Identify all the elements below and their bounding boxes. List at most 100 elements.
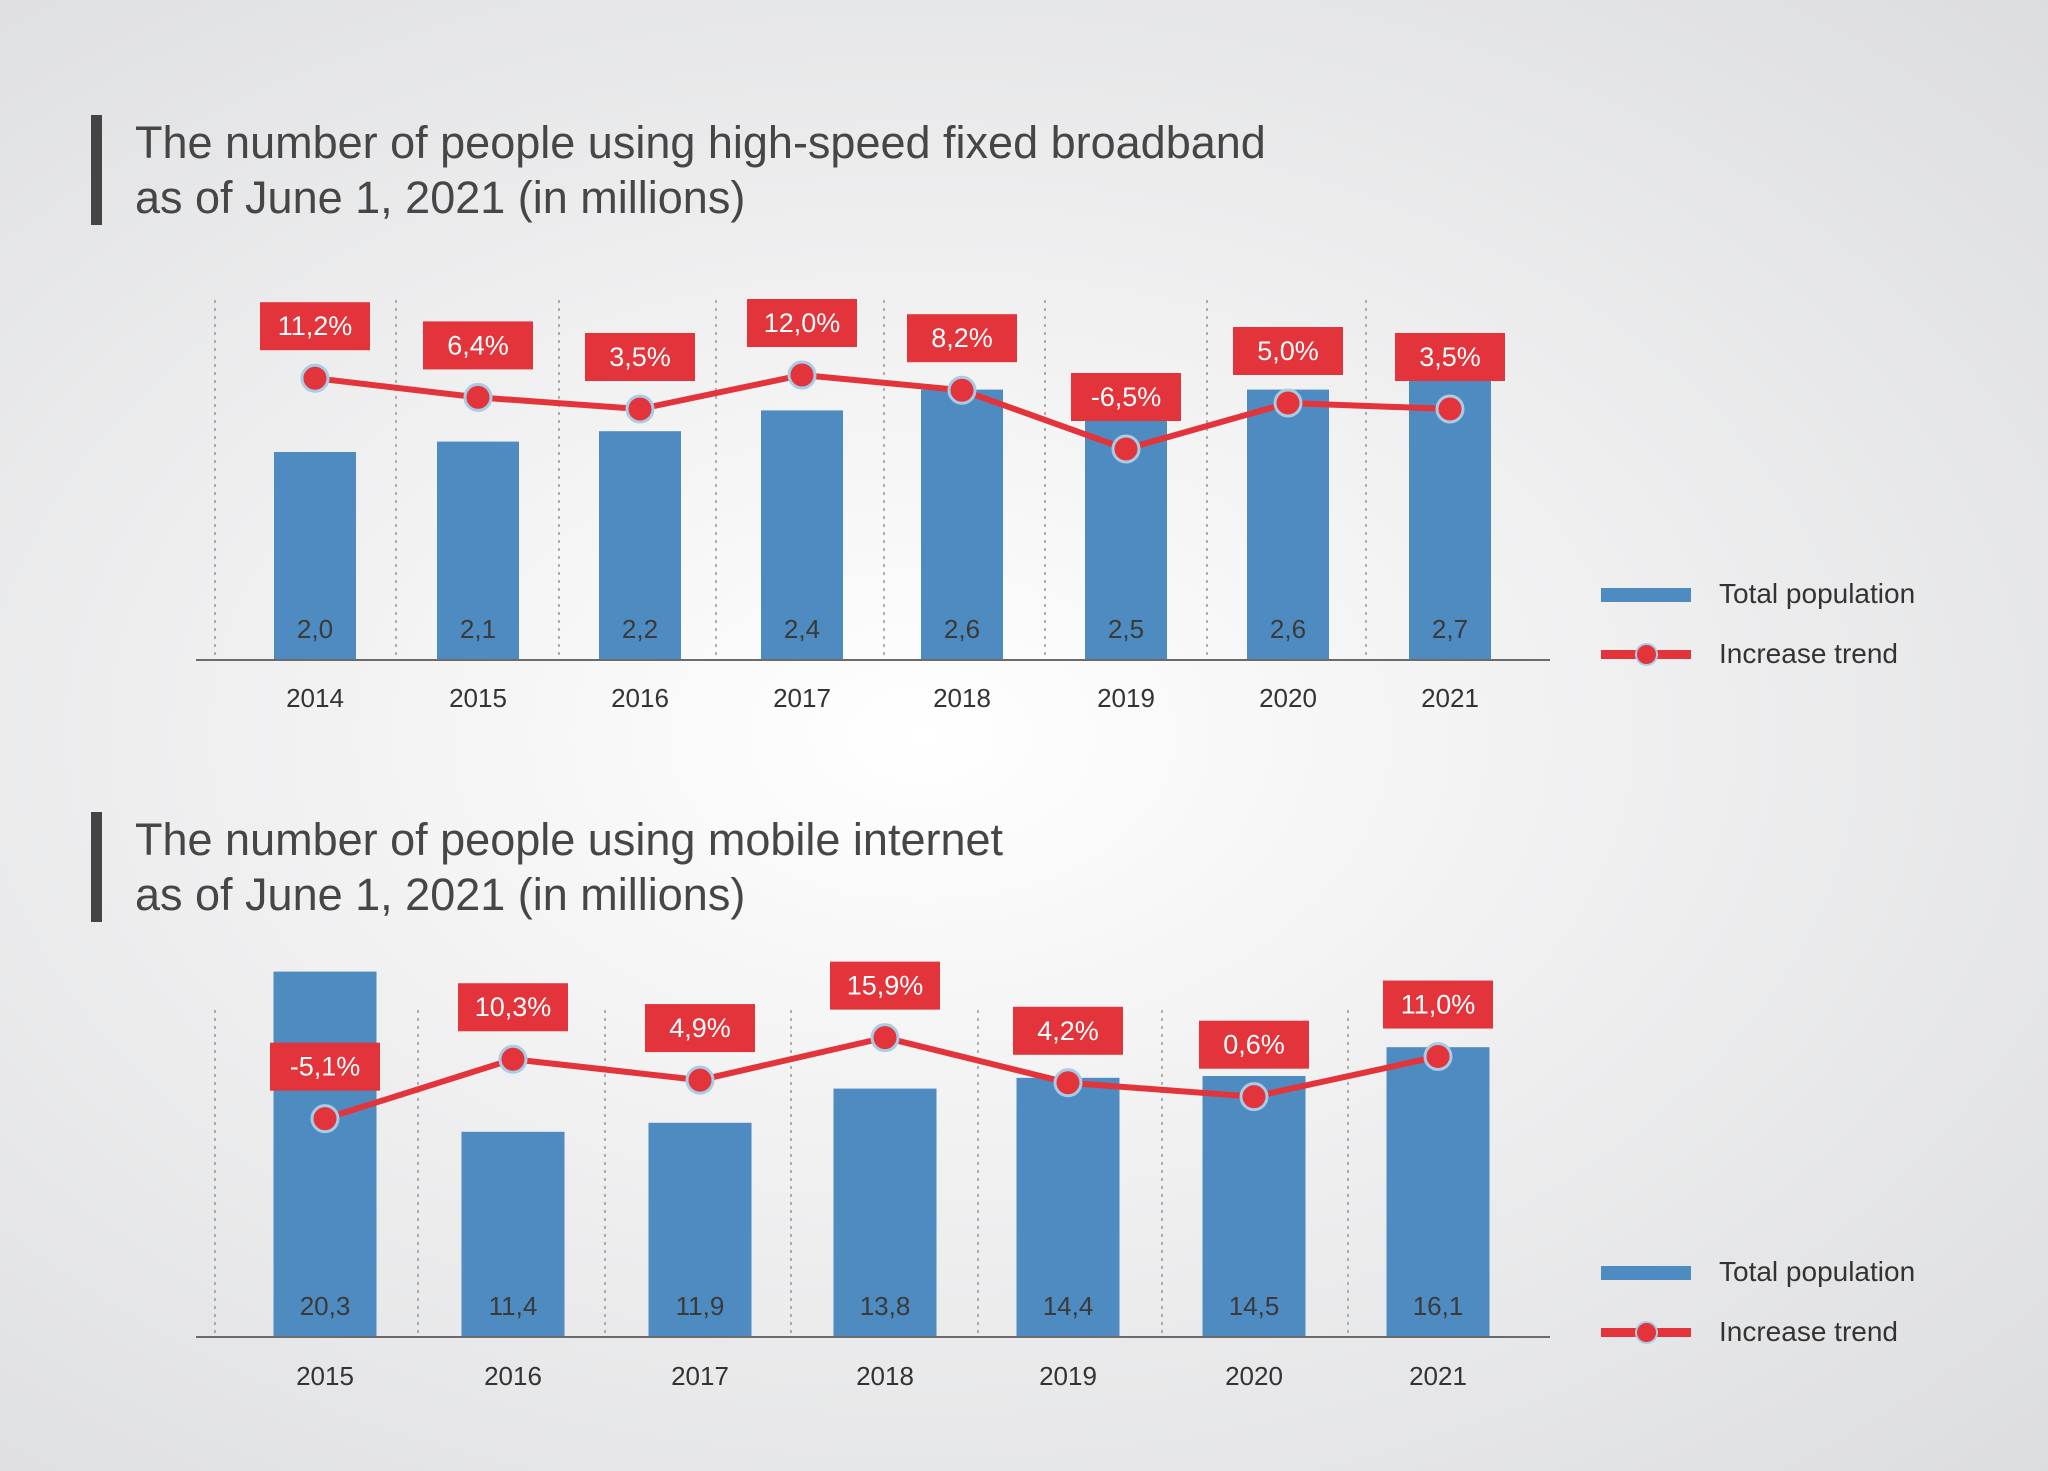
trend-label-box [830, 961, 940, 1010]
x-tick-label: 2018 [933, 683, 991, 713]
trend-label-box [270, 1042, 380, 1091]
trend-value-label: 3,5% [609, 342, 671, 372]
trend-label-box [458, 983, 568, 1032]
trend-marker-2016 [498, 1044, 528, 1074]
x-tick-label: 2021 [1409, 1361, 1467, 1391]
x-tick-label: 2017 [773, 683, 831, 713]
trend-marker-2015 [463, 382, 493, 412]
bar-value-label: 13,8 [860, 1291, 911, 1321]
bar-2018 [833, 1088, 937, 1337]
legend-item-total-population: Total population [1601, 574, 2021, 614]
bar-2021 [1409, 379, 1491, 660]
x-tick-label: 2015 [449, 683, 507, 713]
trend-value-label: 11,2% [278, 311, 353, 341]
bar-2020 [1202, 1076, 1306, 1337]
trend-value-label: 4,9% [669, 1013, 731, 1043]
bar-2017 [761, 410, 843, 660]
trend-value-label: 8,2% [931, 323, 993, 353]
chart1-title-line1: The number of people using high-speed fi… [135, 117, 1266, 168]
trend-marker-2017 [685, 1065, 715, 1095]
trend-value-label: -5,1% [290, 1052, 361, 1082]
bar-value-label: 2,5 [1108, 614, 1144, 644]
x-tick-label: 2019 [1039, 1361, 1097, 1391]
legend-label: Increase trend [1719, 1316, 1898, 1347]
bar-2015 [273, 971, 377, 1337]
trend-marker-2016 [625, 394, 655, 424]
trend-value-label: 15,9% [847, 971, 924, 1001]
marker-swatch [1635, 1321, 1658, 1344]
chart2-title-line1: The number of people using mobile intern… [135, 814, 1004, 865]
x-tick-label: 2020 [1259, 683, 1317, 713]
bar-value-label: 2,2 [622, 614, 658, 644]
trend-marker-2021 [1435, 394, 1465, 424]
legend-item-total-population: Total population [1601, 1252, 2021, 1292]
legend-item-increase-trend: Increase trend [1601, 634, 2021, 674]
legend-item-increase-trend: Increase trend [1601, 1312, 2021, 1352]
x-tick-label: 2019 [1097, 683, 1155, 713]
marker-swatch [1635, 643, 1658, 666]
legend-label: Total population [1719, 578, 1916, 609]
legend-label: Increase trend [1719, 638, 1898, 669]
x-tick-label: 2016 [484, 1361, 542, 1391]
trend-marker-2019 [1053, 1068, 1083, 1098]
trend-value-label: 4,2% [1037, 1016, 1099, 1046]
trend-label-box [747, 299, 857, 347]
trend-label-box [1199, 1020, 1309, 1069]
bar-value-label: 16,1 [1413, 1291, 1464, 1321]
trend-marker-2020 [1273, 388, 1303, 418]
trend-marker-2019 [1111, 434, 1141, 464]
bar-2015 [437, 441, 519, 660]
trend-marker-2020 [1239, 1082, 1269, 1112]
trend-label-box [1233, 327, 1343, 375]
chart1-title-line2: as of June 1, 2021 (in millions) [135, 172, 746, 223]
bar-2014 [274, 452, 356, 660]
trend-value-label: 12,0% [764, 308, 841, 338]
trend-label-box [585, 333, 695, 381]
bar-value-label: 2,1 [460, 614, 496, 644]
trend-value-label: 0,6% [1223, 1030, 1285, 1060]
trend-value-label: -6,5% [1091, 382, 1162, 412]
trend-value-label: 5,0% [1257, 336, 1319, 366]
bar-value-label: 2,0 [297, 614, 333, 644]
trend-label-box [907, 314, 1017, 363]
x-tick-label: 2016 [611, 683, 669, 713]
trend-marker-2015 [310, 1104, 340, 1134]
x-tick-label: 2021 [1421, 683, 1479, 713]
trend-label-box [260, 302, 370, 351]
trend-value-label: 6,4% [447, 330, 509, 360]
x-tick-label: 2014 [286, 683, 344, 713]
x-tick-label: 2017 [671, 1361, 729, 1391]
chart2-title: The number of people using mobile intern… [91, 812, 1003, 922]
bar-swatch [1601, 1266, 1691, 1280]
legend-label: Total population [1719, 1256, 1916, 1287]
chart2-title-line2: as of June 1, 2021 (in millions) [135, 869, 746, 920]
trend-marker-2014 [300, 363, 330, 393]
bar-value-label: 11,4 [489, 1291, 538, 1321]
trend-marker-2021 [1423, 1042, 1453, 1072]
trend-label-box [645, 1004, 755, 1053]
bar-2017 [648, 1122, 752, 1337]
bar-value-label: 14,4 [1043, 1291, 1094, 1321]
bar-value-label: 20,3 [300, 1291, 351, 1321]
bar-value-label: 14,5 [1229, 1291, 1280, 1321]
trend-label-box [1383, 980, 1493, 1029]
x-tick-label: 2020 [1225, 1361, 1283, 1391]
bar-2019 [1016, 1077, 1120, 1337]
bar-value-label: 2,4 [784, 614, 820, 644]
x-tick-label: 2015 [296, 1361, 354, 1391]
trend-line [314, 372, 1451, 452]
bar-value-label: 2,7 [1432, 614, 1468, 644]
trend-value-label: 10,3% [475, 992, 552, 1022]
bar-2018 [921, 389, 1003, 660]
bar-2016 [599, 431, 681, 660]
trend-label-box [1013, 1006, 1123, 1055]
trend-label-box [1071, 373, 1181, 421]
trend-marker-2018 [947, 375, 977, 405]
x-tick-label: 2018 [856, 1361, 914, 1391]
trend-label-box [1395, 333, 1505, 381]
bar-2016 [461, 1131, 565, 1337]
bar-value-label: 2,6 [1270, 614, 1306, 644]
bar-swatch [1601, 588, 1691, 602]
bar-value-label: 11,9 [676, 1291, 725, 1321]
